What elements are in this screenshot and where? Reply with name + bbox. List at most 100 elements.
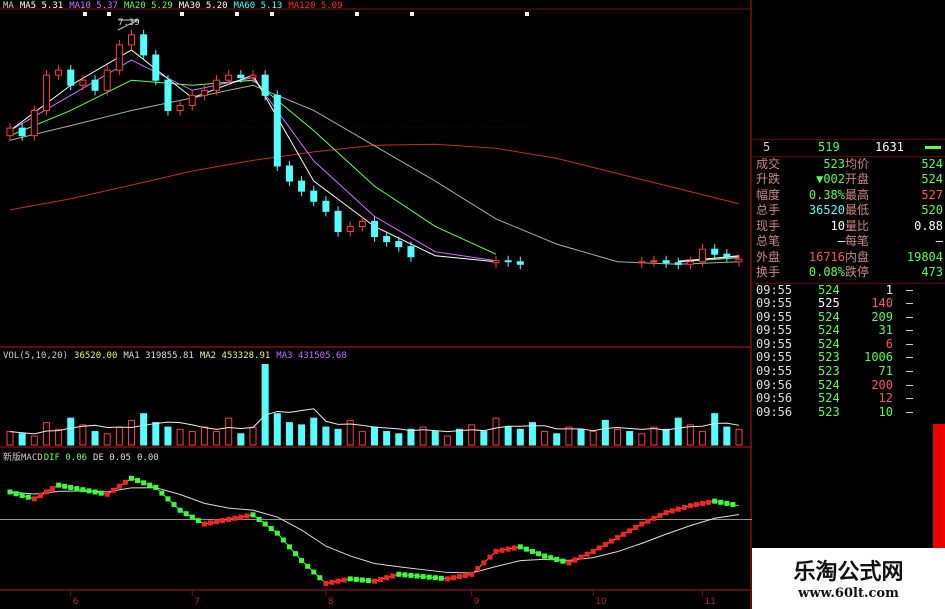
volume-bar [468, 424, 476, 446]
ma-legend-item: MA120 5.09 [288, 1, 343, 11]
macd-dif-marker [372, 578, 377, 584]
macd-dif-marker [554, 556, 560, 562]
macd-dif-marker [675, 506, 681, 512]
volume-bar [577, 428, 585, 446]
volume-bar [601, 419, 609, 446]
macd-dif-marker [615, 535, 620, 541]
volume-bar [492, 417, 500, 446]
volume-bar [480, 431, 488, 446]
volume-bar [723, 426, 731, 446]
volume-bar [541, 431, 549, 446]
macd-dif-marker [274, 530, 280, 536]
macd-dif-marker [341, 577, 347, 583]
macd-dif-marker [232, 515, 238, 521]
tick-row: 09:55 523 1006 [753, 351, 945, 365]
event-marker [410, 12, 414, 16]
macd-dif-marker [457, 574, 463, 580]
candle [492, 260, 500, 264]
event-marker [235, 12, 239, 16]
volume-bar [249, 426, 257, 446]
macd-dif-marker [687, 503, 693, 509]
macd-dif-marker [359, 577, 365, 583]
volume-bar [310, 417, 318, 446]
macd-dif-marker [523, 546, 529, 552]
quote-value: 473 [921, 265, 943, 279]
volume-bar [30, 435, 38, 446]
macd-dea: DE 0.05 [93, 453, 131, 463]
quote-row: 升跌 ▼002 开盘 524 [753, 172, 945, 188]
macd-dif-marker [414, 573, 420, 579]
volume-bar [358, 431, 366, 446]
macd-dif-marker [7, 489, 13, 495]
macd-dif-marker [110, 487, 116, 493]
candle [735, 258, 743, 263]
tick-mark [906, 384, 913, 386]
candle [285, 165, 293, 182]
macd-dif-marker [450, 575, 456, 581]
event-marker [355, 12, 359, 16]
quote-panel: 5 519 1631 成交 523 均价 524 升跌 ▼002 开盘 524 幅度… [753, 139, 945, 560]
macd-dif-marker [74, 486, 80, 492]
macd-dif-marker [621, 531, 627, 537]
macd-dif-marker [396, 571, 402, 577]
volume-bar [686, 424, 694, 446]
tick-volume: 10 [878, 404, 893, 419]
macd-dif-marker [529, 548, 535, 554]
macd-dif-marker [700, 500, 706, 506]
candle [371, 220, 378, 238]
volume-bar [662, 428, 670, 446]
macd-dif-marker [25, 494, 31, 500]
macd-dif-marker [669, 508, 675, 514]
tick-price: 523 [818, 404, 840, 419]
candle [310, 190, 318, 202]
volume-bar [456, 428, 464, 446]
tick-volume: 31 [878, 323, 893, 338]
macd-dif-marker [402, 572, 408, 578]
candle [79, 79, 87, 86]
quote-row: 换手 0.08% 跌停 473 [753, 265, 945, 281]
quote-value: 19804 [906, 249, 943, 264]
macd-dif-marker [730, 502, 736, 508]
quote-value: 523 [823, 156, 845, 171]
macd-dif-marker [43, 489, 49, 495]
macd-dif-marker [390, 573, 396, 579]
tick-price: 524 [818, 377, 840, 392]
candle [322, 200, 330, 212]
tick-row: 09:55 525 140 [753, 296, 945, 311]
x-axis-label: 6 [73, 597, 79, 607]
volume-bar [383, 431, 391, 446]
volume-bar [431, 431, 439, 446]
candle [115, 44, 123, 71]
macd-dif-marker [56, 482, 62, 488]
volume-bar [115, 426, 123, 446]
tick-row: 09:55 524 6 [753, 337, 945, 352]
tick-mark [906, 330, 913, 332]
tick-volume: 209 [871, 309, 893, 324]
volume-bar [261, 363, 269, 446]
macd-dif-marker [438, 575, 444, 581]
stock-chart[interactable]: 6 7 8 9 10 11 [0, 0, 752, 609]
macd-dif-marker [159, 490, 165, 496]
macd-dea-line [9, 487, 740, 574]
quote-value: — [935, 234, 943, 248]
candle [67, 69, 75, 86]
volume-bar [565, 426, 573, 446]
macd-dif-marker [663, 510, 669, 516]
volume-bar [273, 413, 281, 446]
tick-mark [906, 289, 913, 291]
macd-dif-marker [693, 502, 699, 508]
quote-top-row: 5 519 1631 [753, 139, 945, 157]
quote-label: 外盘 [756, 249, 781, 264]
candle [55, 69, 63, 76]
tick-row: 09:56 523 10 [753, 404, 945, 420]
tick-row: 09:55 524 209 [753, 309, 945, 325]
volume-bar [285, 422, 293, 446]
macd-dif-marker [92, 489, 98, 495]
quote-label: 现手 [756, 218, 781, 233]
candle [711, 248, 719, 255]
macd-dif-marker [293, 551, 299, 557]
tick-time: 09:56 [756, 404, 793, 419]
x-axis-label: 7 [194, 597, 200, 607]
quote-value: — [837, 234, 845, 248]
quote-value: 0.08% [808, 265, 845, 279]
